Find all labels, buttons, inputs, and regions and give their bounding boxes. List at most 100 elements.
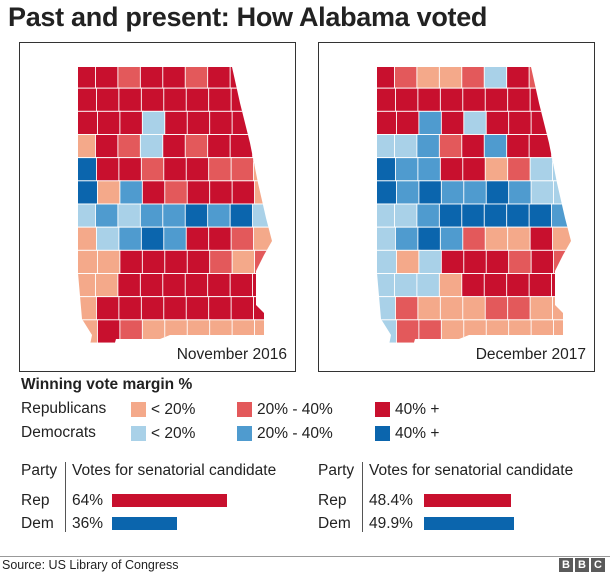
bbc-logo-letter-2: B bbox=[575, 558, 589, 572]
pct-rep-2016: 64% bbox=[72, 492, 104, 509]
county bbox=[209, 180, 234, 205]
county bbox=[530, 249, 556, 274]
county bbox=[119, 249, 144, 274]
county bbox=[117, 273, 142, 298]
county bbox=[416, 67, 441, 89]
county bbox=[78, 157, 98, 182]
county bbox=[185, 296, 211, 321]
county bbox=[483, 134, 509, 159]
county bbox=[184, 67, 210, 89]
county bbox=[462, 296, 487, 321]
map-2017: December 2017 bbox=[318, 42, 595, 372]
county bbox=[140, 87, 166, 112]
swatch-dem-20-40 bbox=[237, 426, 252, 441]
county bbox=[230, 296, 256, 321]
county bbox=[377, 110, 398, 135]
county bbox=[530, 180, 556, 205]
county bbox=[252, 203, 272, 228]
county bbox=[254, 249, 272, 274]
county bbox=[393, 67, 419, 89]
county bbox=[483, 67, 509, 89]
county bbox=[439, 296, 465, 321]
county bbox=[484, 157, 510, 182]
county bbox=[461, 203, 486, 228]
county bbox=[78, 110, 99, 135]
county bbox=[95, 157, 121, 182]
county bbox=[78, 67, 97, 89]
county bbox=[529, 296, 555, 321]
county bbox=[231, 180, 257, 205]
county bbox=[508, 110, 533, 135]
county bbox=[440, 110, 466, 135]
county bbox=[440, 249, 466, 274]
county bbox=[507, 226, 532, 251]
county bbox=[229, 273, 255, 298]
county bbox=[530, 319, 556, 344]
bar-rep-2017 bbox=[424, 494, 511, 507]
county bbox=[209, 110, 234, 135]
alabama-map-2017 bbox=[377, 67, 571, 344]
county bbox=[78, 226, 98, 251]
county bbox=[162, 134, 187, 159]
legend-label-dem-lt20: < 20% bbox=[151, 425, 196, 442]
county bbox=[141, 319, 167, 344]
county bbox=[417, 157, 442, 182]
county bbox=[78, 180, 99, 205]
county bbox=[140, 226, 166, 251]
county bbox=[119, 180, 144, 205]
county bbox=[439, 157, 465, 182]
swatch-rep-20-40 bbox=[237, 402, 252, 417]
county bbox=[439, 87, 465, 112]
county bbox=[230, 157, 256, 182]
county bbox=[231, 319, 257, 344]
county bbox=[184, 134, 210, 159]
county bbox=[117, 67, 142, 89]
county-fills bbox=[377, 67, 571, 344]
county bbox=[508, 180, 533, 205]
county bbox=[528, 203, 554, 228]
county bbox=[484, 226, 510, 251]
county bbox=[254, 180, 272, 205]
swatch-dem-lt20 bbox=[131, 426, 146, 441]
county bbox=[140, 296, 166, 321]
county bbox=[252, 134, 272, 159]
county bbox=[529, 157, 555, 182]
county bbox=[207, 134, 232, 159]
bbc-logo-letter-1: B bbox=[559, 558, 573, 572]
county bbox=[163, 157, 188, 182]
county bbox=[186, 249, 212, 274]
county bbox=[141, 180, 167, 205]
county bbox=[395, 110, 421, 135]
source-note: Source: US Library of Congress bbox=[2, 558, 179, 572]
county bbox=[229, 134, 255, 159]
county bbox=[462, 226, 487, 251]
county bbox=[506, 67, 531, 89]
county bbox=[552, 87, 571, 112]
county bbox=[231, 110, 257, 135]
header-votes-2017: Votes for senatorial candidate bbox=[369, 462, 574, 479]
county bbox=[553, 249, 571, 274]
footer-divider bbox=[0, 556, 610, 557]
county bbox=[485, 249, 511, 274]
county bbox=[484, 296, 510, 321]
county bbox=[78, 87, 98, 112]
county bbox=[209, 319, 234, 344]
county bbox=[440, 319, 466, 344]
county bbox=[377, 296, 397, 321]
county bbox=[552, 157, 571, 182]
county bbox=[553, 110, 571, 135]
county bbox=[95, 87, 121, 112]
county bbox=[551, 67, 571, 89]
county bbox=[377, 249, 398, 274]
county bbox=[78, 134, 97, 159]
county bbox=[96, 110, 122, 135]
county bbox=[139, 273, 165, 298]
county bbox=[118, 226, 143, 251]
county bbox=[438, 67, 464, 89]
county bbox=[139, 203, 165, 228]
county bbox=[78, 296, 98, 321]
county bbox=[139, 134, 165, 159]
county bbox=[507, 157, 532, 182]
bar-dem-2016 bbox=[112, 517, 177, 530]
county bbox=[418, 180, 443, 205]
